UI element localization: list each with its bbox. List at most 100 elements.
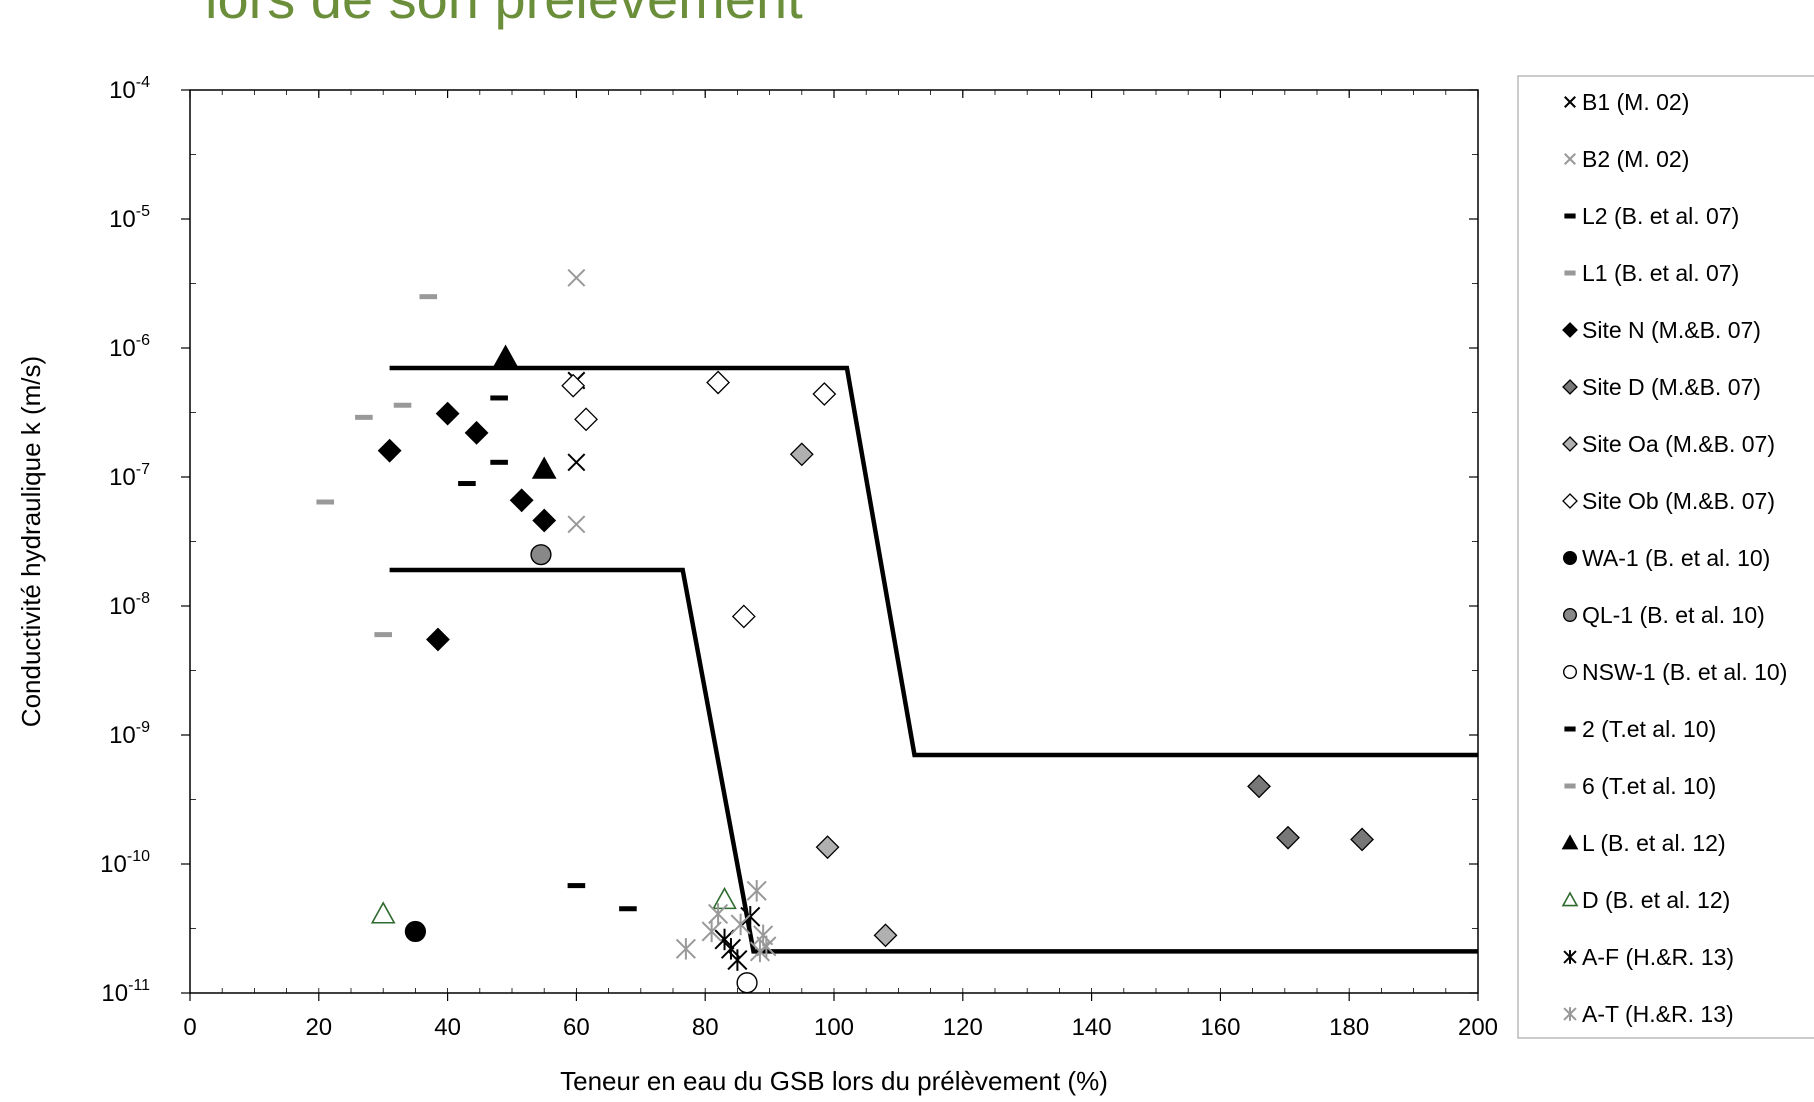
data-point-diamond (574, 407, 598, 432)
legend-marker (1562, 436, 1578, 452)
legend-entry: 2 (T.et al. 10) (1564, 716, 1716, 742)
marker-diamond (1562, 493, 1578, 509)
legend-label: 6 (T.et al. 10) (1582, 773, 1716, 799)
legend-entry: A-F (H.&R. 13) (1563, 944, 1734, 970)
marker-diamond (509, 488, 534, 513)
legend-entry: B2 (M. 02) (1564, 146, 1689, 172)
data-point-diamond (1350, 827, 1374, 852)
data-point-dash (619, 906, 637, 912)
marker-diamond (464, 420, 489, 445)
x-tick-label: 140 (1072, 1014, 1112, 1041)
legend-marker (1561, 891, 1579, 907)
data-point-asterisk (701, 920, 722, 943)
legend-marker (1564, 213, 1576, 219)
boundary-line (389, 365, 1478, 758)
marker-diamond (1562, 322, 1578, 338)
marker-diamond (1276, 825, 1300, 850)
data-point-diamond (706, 370, 730, 395)
data-point-dash (458, 481, 476, 487)
y-tick-base: 10 (109, 206, 136, 233)
legend-marker (1564, 783, 1576, 789)
marker-diamond (873, 923, 898, 948)
x-tick-label: 160 (1200, 1014, 1240, 1041)
y-tick-label: 10-9 (109, 719, 150, 749)
marker-triangle (1561, 891, 1579, 907)
legend-entry: B1 (M. 02) (1564, 89, 1689, 115)
legend-entry: L1 (B. et al. 07) (1564, 260, 1739, 286)
data-point-x (567, 268, 586, 287)
y-axis-label: Conductivité hydraulique k (m/s) (16, 356, 46, 727)
y-tick-exponent: -9 (136, 719, 150, 736)
data-point-circle (736, 972, 758, 994)
x-tick-label: 80 (692, 1014, 719, 1041)
marker-stroke (567, 453, 586, 472)
x-tick-label: 200 (1458, 1014, 1498, 1041)
y-tick-exponent: -8 (136, 590, 150, 607)
legend-entry: 6 (T.et al. 10) (1564, 773, 1716, 799)
x-tick-label: 40 (434, 1014, 461, 1041)
marker-dash (490, 459, 508, 465)
data-point-diamond (464, 420, 489, 445)
y-tick-base: 10 (109, 77, 136, 104)
marker-diamond (561, 373, 586, 398)
data-point-diamond (426, 627, 450, 652)
legend-entry: NSW-1 (B. et al. 10) (1562, 659, 1787, 685)
marker-dash (393, 402, 412, 408)
legend-label: A-T (H.&R. 13) (1582, 1001, 1734, 1027)
legend-marker (1563, 950, 1577, 964)
legend-label: WA-1 (B. et al. 10) (1582, 545, 1770, 571)
legend-entry: Site Ob (M.&B. 07) (1562, 488, 1775, 514)
marker-diamond (377, 438, 402, 463)
y-tick-label: 10-10 (100, 848, 150, 878)
chart-title: lors de son prélèvement (205, 0, 803, 31)
data-point-diamond (1276, 825, 1300, 850)
marker-dash (1564, 213, 1576, 219)
data-point-diamond (789, 442, 814, 467)
marker-triangle (1561, 834, 1579, 850)
y-tick-base: 10 (109, 335, 136, 362)
marker-dash (619, 906, 637, 912)
marker-triangle (712, 886, 737, 910)
y-tick-label: 10-4 (109, 74, 150, 104)
data-point-asterisk (730, 913, 751, 936)
data-point-diamond (731, 604, 756, 629)
y-tick-base: 10 (101, 980, 128, 1007)
legend-label: L (B. et al. 12) (1582, 830, 1726, 856)
legend-marker (1564, 726, 1576, 732)
marker-dash (490, 395, 508, 401)
data-point-asterisk (749, 940, 770, 963)
y-tick-label: 10-8 (109, 590, 150, 620)
x-tick-label: 0 (183, 1014, 196, 1041)
data-point-diamond (1247, 774, 1271, 799)
data-point-circle (404, 920, 426, 943)
plot-frame (189, 89, 1479, 994)
marker-stroke (567, 515, 586, 534)
y-tick-base: 10 (109, 593, 136, 620)
marker-diamond (1247, 774, 1271, 799)
marker-triangle (531, 456, 557, 479)
marker-circle (1562, 551, 1577, 566)
marker-triangle (493, 344, 518, 367)
y-tick-label: 10-7 (109, 461, 150, 491)
legend-entry: A-T (H.&R. 13) (1563, 1001, 1734, 1027)
data-point-triangle (370, 901, 396, 924)
data-point-diamond (532, 508, 557, 533)
marker-circle (404, 920, 426, 943)
data-point-triangle (531, 456, 557, 479)
legend-marker (1562, 493, 1578, 509)
legend-marker (1564, 153, 1576, 165)
data-point-dash (490, 395, 508, 401)
marker-diamond (435, 401, 460, 426)
legend-label: A-F (H.&R. 13) (1582, 944, 1734, 970)
legend-label: Site D (M.&B. 07) (1582, 374, 1761, 400)
data-point-x (567, 453, 586, 472)
y-tick-label: 10-6 (109, 332, 150, 362)
marker-dash (316, 499, 335, 505)
legend-marker (1564, 96, 1576, 108)
legend-marker (1562, 551, 1577, 566)
x-tick-label: 60 (563, 1014, 590, 1041)
legend-entry: Site N (M.&B. 07) (1562, 317, 1761, 343)
data-point-dash (316, 499, 335, 505)
y-tick-base: 10 (109, 722, 136, 749)
data-point-x (567, 515, 586, 534)
